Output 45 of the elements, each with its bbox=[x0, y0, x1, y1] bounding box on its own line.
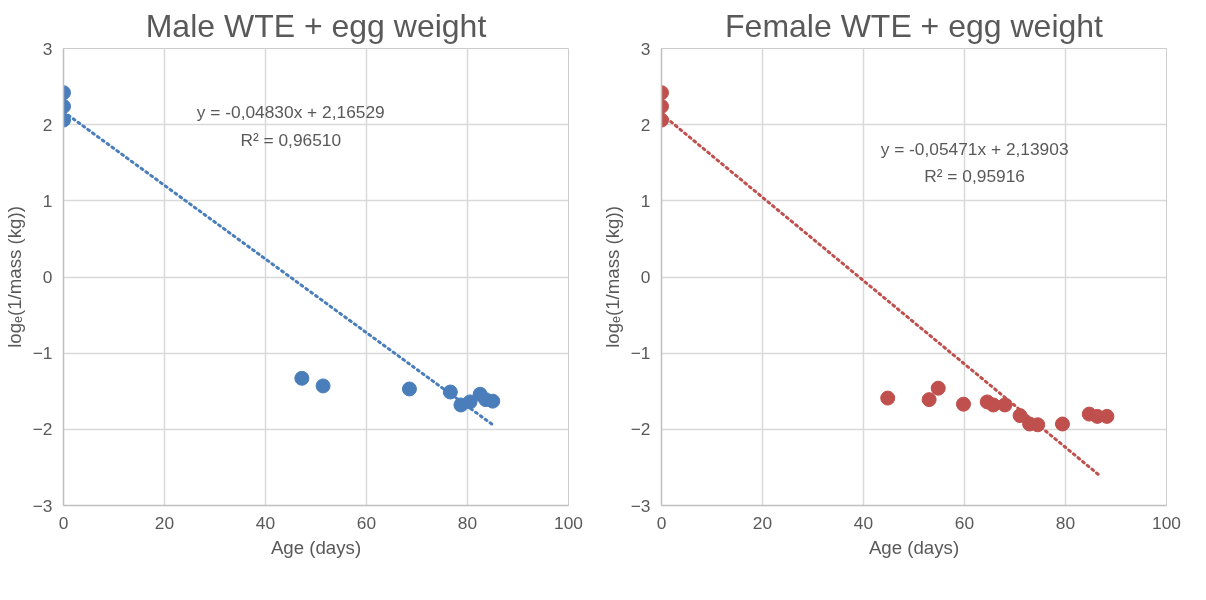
annotation: R² = 0,95916 bbox=[924, 166, 1025, 187]
x-tick-label: 40 bbox=[853, 512, 874, 533]
x-tick-label: 100 bbox=[1152, 512, 1181, 533]
y-tick-label: 0 bbox=[640, 267, 651, 287]
y-tick-label: 1 bbox=[640, 190, 651, 211]
point bbox=[997, 397, 1013, 413]
x-tick-label: 40 bbox=[255, 512, 276, 533]
point bbox=[294, 370, 310, 386]
y-axis-title: logₑ(1/mass (kg)) bbox=[601, 206, 623, 348]
x-tick-label: 20 bbox=[752, 512, 773, 533]
x-tick-label: 80 bbox=[457, 512, 478, 533]
y-tick-label: −2 bbox=[630, 419, 651, 440]
x-tick-label: 100 bbox=[554, 512, 583, 533]
x-tick-label: 60 bbox=[954, 512, 975, 533]
y-tick-label: 3 bbox=[42, 38, 53, 59]
x-axis-title: Age (days) bbox=[270, 536, 362, 558]
y-tick-label: 2 bbox=[640, 114, 651, 135]
annotation: y = -0,04830x + 2,16529 bbox=[196, 102, 385, 123]
point bbox=[921, 392, 937, 408]
point bbox=[955, 396, 971, 412]
y-axis-title: logₑ(1/mass (kg)) bbox=[3, 206, 25, 348]
y-tick-label: −3 bbox=[32, 495, 53, 516]
x-tick-label: 0 bbox=[656, 512, 667, 533]
x-tick-label: 20 bbox=[154, 512, 175, 533]
y-tick-label: 0 bbox=[42, 267, 53, 287]
y-tick-label: 1 bbox=[42, 190, 53, 211]
y-tick-label: 3 bbox=[640, 38, 651, 59]
x-axis-title: Age (days) bbox=[868, 536, 960, 558]
annotation: y = -0,05471x + 2,13903 bbox=[880, 139, 1069, 160]
y-tick-label: −1 bbox=[32, 343, 53, 364]
chart-title: Female WTE + egg weight bbox=[725, 7, 1104, 44]
point bbox=[401, 381, 417, 397]
y-tick-label: −2 bbox=[32, 419, 53, 440]
x-tick-label: 80 bbox=[1055, 512, 1076, 533]
y-tick-label: −3 bbox=[630, 495, 651, 516]
y-tick-label: −1 bbox=[630, 343, 651, 364]
x-tick-label: 0 bbox=[58, 512, 69, 533]
point bbox=[1054, 416, 1070, 432]
point bbox=[315, 378, 331, 394]
point bbox=[880, 390, 896, 406]
chart-title: Male WTE + egg weight bbox=[145, 7, 487, 44]
x-tick-label: 60 bbox=[356, 512, 377, 533]
annotation: R² = 0,96510 bbox=[240, 129, 342, 150]
point bbox=[930, 380, 946, 396]
y-tick-label: 2 bbox=[42, 114, 53, 135]
